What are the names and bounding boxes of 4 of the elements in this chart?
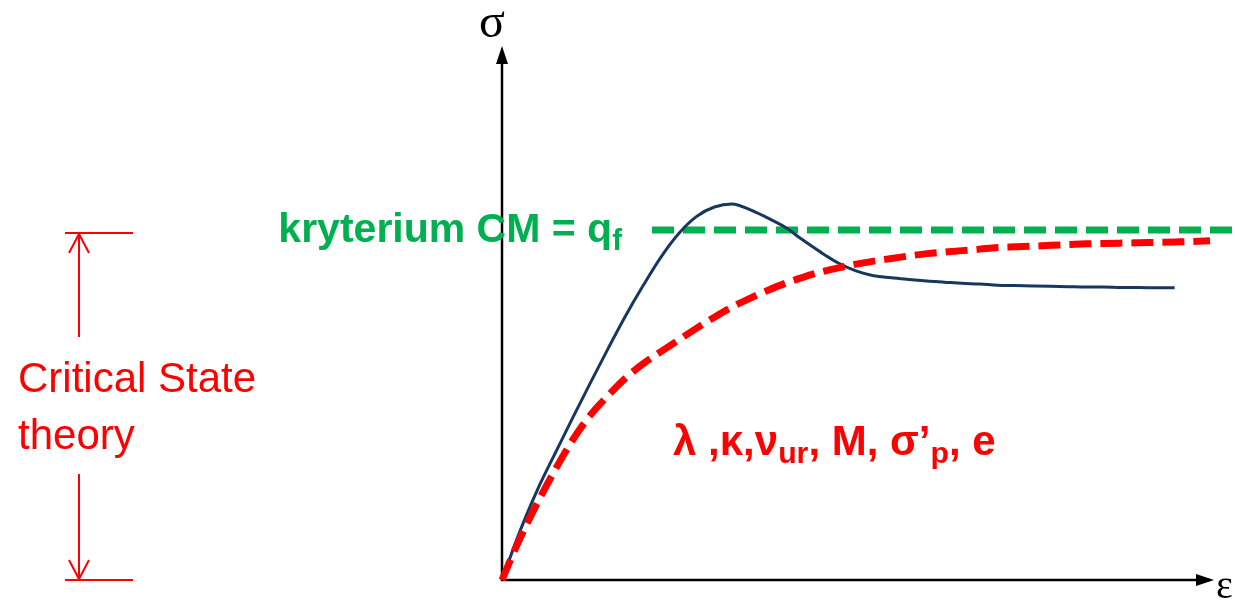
text: Critical State theory xyxy=(18,353,257,458)
x-axis-title: ε xyxy=(1216,562,1233,603)
annotation: λ ,κ,ν$_{ur}$, M, σ’$_{p}$, e xyxy=(673,417,996,469)
y-axis-title: σ xyxy=(479,0,506,47)
